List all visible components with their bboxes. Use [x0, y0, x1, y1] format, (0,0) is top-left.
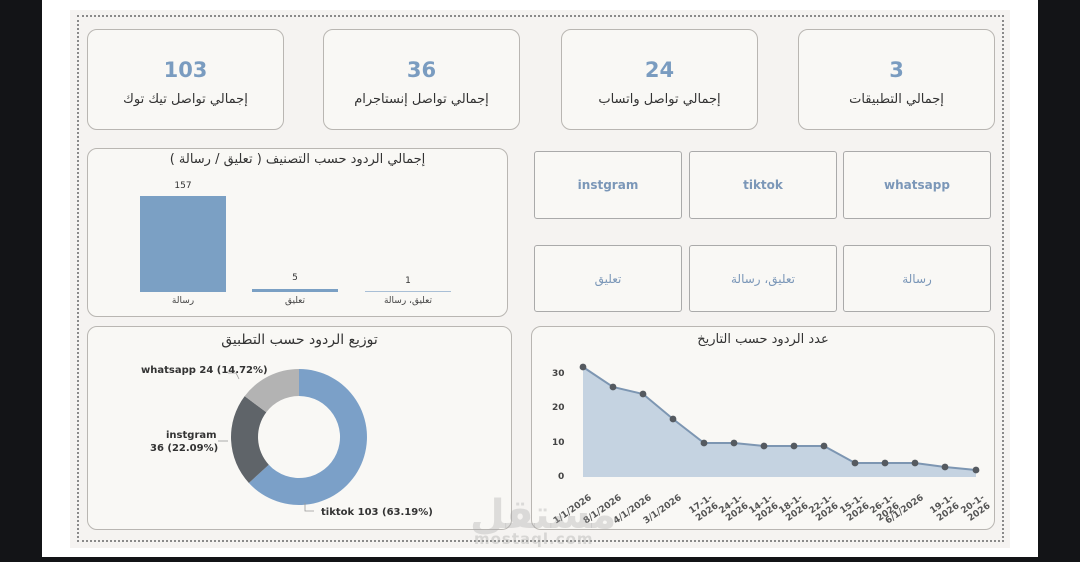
- slicer-whatsapp[interactable]: whatsapp: [843, 151, 991, 219]
- kpi-value: 103: [163, 58, 208, 82]
- kpi-value: 24: [644, 58, 675, 82]
- right-letterbox: [1038, 0, 1080, 562]
- dashboard-frame: [77, 15, 1004, 542]
- y-tick-30: 30: [552, 369, 565, 379]
- bar-category-2: تعليق: [284, 296, 306, 306]
- slicer-taaliq-risala[interactable]: تعليق، رسالة: [689, 245, 837, 312]
- kpi-whatsapp-card: 24 إجمالي تواصل واتساب: [561, 29, 758, 130]
- kpi-label: إجمالي تواصل واتساب: [598, 92, 721, 107]
- donut-label-instgram-value: 36 (22.09%): [150, 443, 219, 454]
- kpi-value: 3: [889, 58, 904, 82]
- kpi-tiktok-card: 103 إجمالي تواصل تيك توك: [87, 29, 284, 130]
- donut-label-instgram-name: instgram: [166, 430, 217, 441]
- area-chart-title: عدد الردود حسب التاريخ: [697, 332, 829, 347]
- slicer-risala[interactable]: رسالة: [843, 245, 991, 312]
- donut-chart-title: توزيع الردود حسب التطبيق: [221, 332, 378, 348]
- bar-taaliq[interactable]: [252, 289, 338, 292]
- donut-slice-tiktok[interactable]: [248, 369, 367, 505]
- kpi-value: 36: [406, 58, 437, 82]
- watermark-logo: مستقل: [470, 492, 617, 538]
- kpi-instagram-card: 36 إجمالي تواصل إنستاجرام: [323, 29, 520, 130]
- bar-label-2: 5: [292, 273, 298, 283]
- bar-chart-card: إجمالي الردود حسب التصنيف ( تعليق / رسال…: [87, 148, 508, 317]
- kpi-apps-card: 3 إجمالي التطبيقات: [798, 29, 995, 130]
- donut-label-whatsapp: whatsapp 24 (14.72%): [141, 365, 268, 376]
- donut-chart: [218, 369, 367, 512]
- bar-chart: [140, 196, 451, 292]
- slicer-instgram[interactable]: instgram: [534, 151, 682, 219]
- bar-risala[interactable]: [140, 196, 226, 292]
- kpi-label: إجمالي تواصل تيك توك: [123, 92, 248, 107]
- kpi-label: إجمالي تواصل إنستاجرام: [354, 92, 489, 107]
- data-points: [579, 363, 980, 474]
- left-letterbox: [0, 0, 42, 562]
- donut-slice-instgram[interactable]: [231, 396, 269, 483]
- bar-taaliq-risala[interactable]: [365, 291, 451, 292]
- watermark-text: mostaql.com: [474, 530, 594, 548]
- slicer-taaliq[interactable]: تعليق: [534, 245, 682, 312]
- kpi-label: إجمالي التطبيقات: [849, 92, 944, 107]
- area-fill: [583, 367, 976, 477]
- y-tick-10: 10: [552, 438, 565, 448]
- area-chart: [579, 363, 980, 477]
- bar-label-3: 1: [405, 276, 411, 286]
- bar-category-1: رسالة: [171, 296, 195, 306]
- donut-chart-card: توزيع الردود حسب التطبيق whatsapp 24 (14…: [87, 326, 512, 530]
- donut-slice-whatsapp[interactable]: [244, 369, 299, 413]
- y-tick-0: 0: [558, 472, 565, 482]
- slicer-tiktok[interactable]: tiktok: [689, 151, 837, 219]
- y-tick-20: 20: [552, 403, 565, 413]
- bar-chart-title: إجمالي الردود حسب التصنيف ( تعليق / رسال…: [169, 152, 426, 167]
- bar-label-1: 157: [174, 181, 192, 191]
- bottom-letterbox: [0, 557, 1080, 562]
- area-line: [582, 366, 977, 471]
- donut-label-tiktok: tiktok 103 (63.19%): [321, 507, 433, 518]
- area-chart-card: عدد الردود حسب التاريخ 30 20 10 0 1/1/20…: [531, 326, 995, 530]
- bar-category-3: تعليق، رسالة: [383, 296, 432, 306]
